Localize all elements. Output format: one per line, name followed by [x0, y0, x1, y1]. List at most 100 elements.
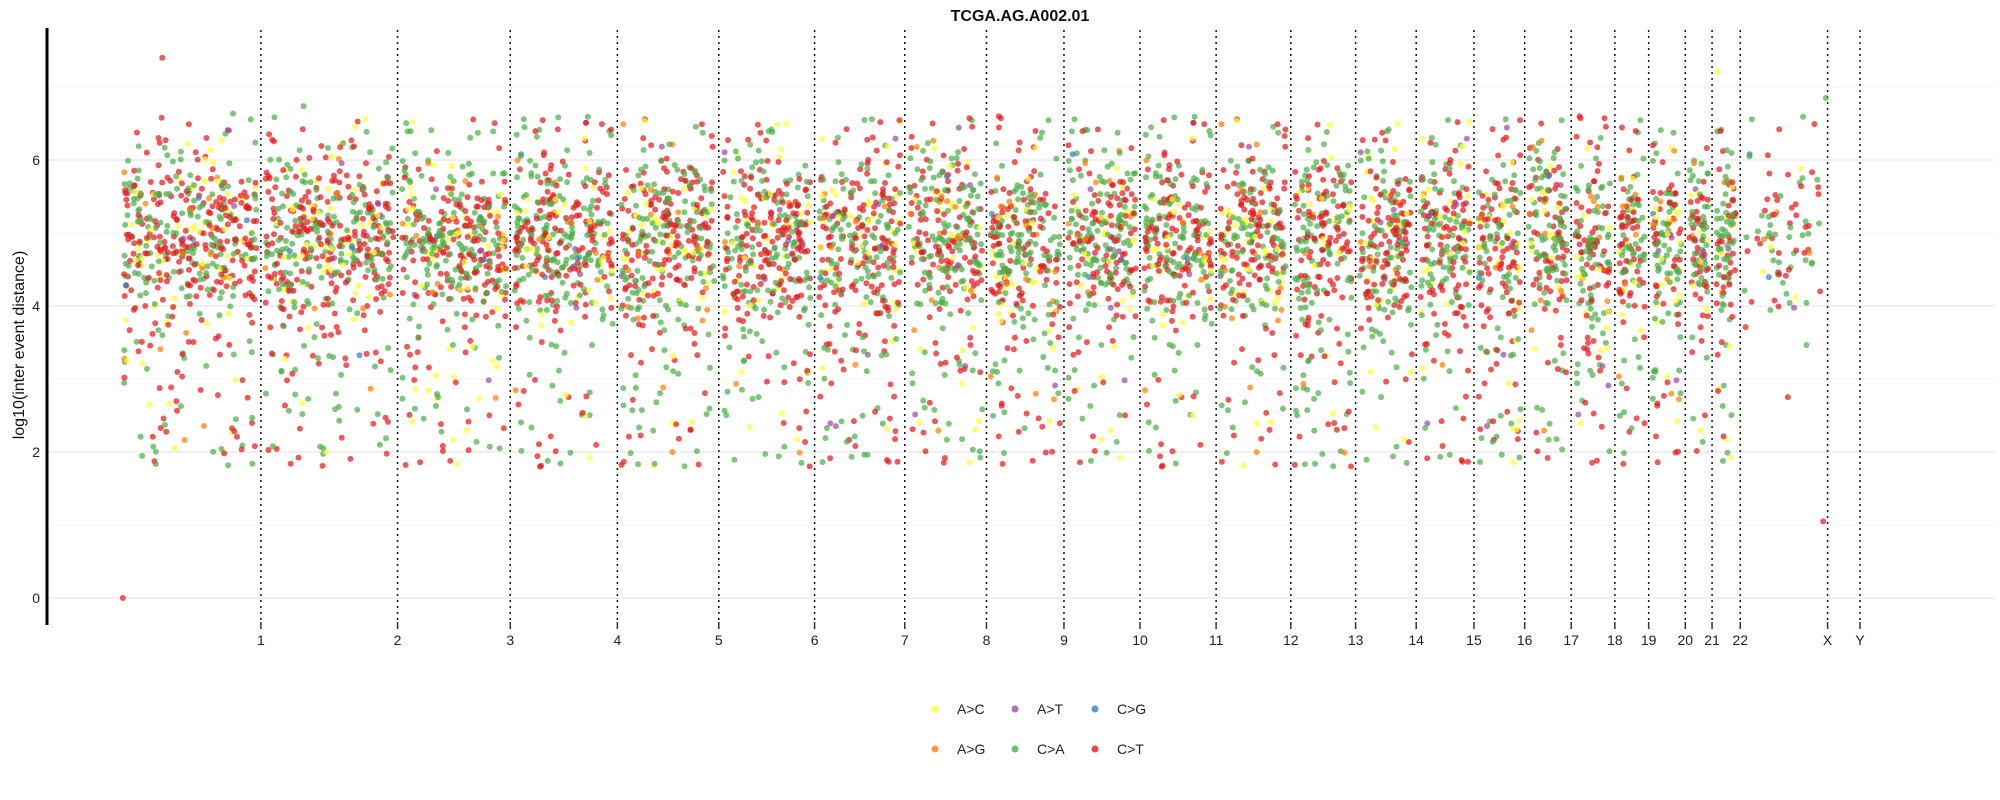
data-point-C>A: [1068, 215, 1075, 222]
data-point-C>A: [733, 211, 740, 218]
data-point-C>A: [135, 207, 142, 214]
data-point-C>T: [127, 257, 133, 264]
data-point-A>C: [204, 320, 211, 327]
data-point-C>A: [930, 174, 937, 181]
data-point-C>T: [1406, 187, 1413, 194]
data-point-C>A: [682, 302, 689, 309]
data-point-C>T: [300, 303, 307, 310]
data-point-C>A: [1002, 265, 1009, 272]
data-point-C>T: [1460, 207, 1466, 214]
data-point-A>C: [1202, 254, 1209, 261]
data-point-C>A: [424, 271, 431, 278]
data-point-C>T: [1396, 276, 1403, 282]
data-point-C>A: [385, 345, 392, 351]
data-point-A>T: [832, 423, 839, 430]
data-point-C>T: [967, 334, 974, 341]
data-point-C>T: [151, 234, 157, 241]
data-point-C>A: [863, 294, 870, 301]
data-point-C>A: [544, 180, 551, 187]
data-point-C>T: [1327, 234, 1334, 241]
data-point-C>A: [380, 294, 387, 301]
data-point-C>T: [1042, 190, 1049, 197]
data-point-C>T: [453, 218, 460, 225]
data-point-C>T: [798, 292, 805, 299]
data-point-C>A: [122, 221, 129, 228]
data-point-C>T: [933, 350, 940, 357]
data-point-C>A: [604, 283, 611, 290]
data-point-C>T: [1249, 207, 1256, 214]
data-point-C>T: [1220, 167, 1227, 173]
data-point-A>C: [1401, 436, 1408, 443]
data-point-C>T: [1107, 194, 1114, 201]
data-point-C>A: [1249, 364, 1256, 371]
data-point-A>C: [600, 254, 607, 261]
data-point-C>A: [1451, 178, 1457, 185]
data-point-C>T: [675, 435, 682, 442]
data-point-C>T: [270, 215, 277, 222]
data-point-C>T: [317, 241, 324, 248]
data-point-C>T: [832, 139, 839, 146]
data-point-C>A: [944, 284, 951, 290]
data-point-C>A: [1051, 214, 1058, 221]
data-point-C>T: [872, 245, 879, 252]
data-point-C>T: [157, 277, 164, 284]
data-point-C>T: [401, 174, 408, 181]
data-point-C>T: [879, 297, 886, 304]
data-point-C>A: [554, 297, 561, 304]
data-point-C>T: [1266, 426, 1273, 433]
data-point-C>T: [1127, 230, 1134, 237]
data-point-C>A: [738, 281, 745, 288]
data-point-C>A: [1046, 253, 1053, 260]
data-point-A>C: [298, 252, 305, 259]
data-point-C>A: [862, 264, 869, 271]
data-point-C>A: [978, 297, 985, 304]
data-point-C>A: [562, 294, 569, 301]
data-point-A>C: [807, 219, 814, 226]
data-point-C>A: [329, 300, 336, 307]
data-point-A>G: [121, 169, 128, 176]
data-point-C>A: [636, 304, 642, 311]
data-point-A>C: [705, 279, 712, 286]
data-point-C>A: [1371, 223, 1378, 230]
data-point-C>A: [633, 277, 640, 284]
data-point-C>A: [315, 355, 321, 361]
data-point-C>T: [1127, 283, 1134, 290]
data-point-C>A: [404, 215, 411, 222]
data-point-C>T: [977, 369, 984, 376]
data-point-C>A: [629, 289, 636, 296]
data-point-A>G: [1082, 160, 1089, 167]
data-point-C>T: [1011, 334, 1018, 341]
data-point-C>A: [666, 195, 673, 202]
data-point-C>A: [283, 238, 289, 244]
data-point-C>A: [1146, 447, 1152, 454]
data-point-C>T: [284, 193, 290, 200]
data-point-C>A: [1228, 267, 1235, 274]
data-point-C>T: [232, 216, 239, 223]
data-point-A>T: [1390, 206, 1397, 213]
data-point-C>A: [1098, 279, 1105, 286]
data-point-C>A: [1381, 306, 1388, 313]
data-point-C>T: [1382, 232, 1389, 239]
data-point-C>A: [1303, 166, 1310, 173]
data-point-C>T: [194, 156, 201, 163]
data-point-C>A: [521, 124, 528, 131]
data-point-C>A: [173, 173, 180, 180]
data-point-C>A: [291, 299, 298, 306]
data-point-C>T: [1424, 455, 1431, 462]
data-point-C>T: [626, 433, 632, 440]
data-point-C>A: [681, 463, 688, 470]
data-point-C>A: [486, 260, 493, 267]
data-point-C>T: [567, 266, 574, 273]
data-point-C>A: [1300, 372, 1307, 379]
data-point-C>A: [749, 164, 756, 171]
data-point-C>T: [761, 219, 768, 226]
data-point-C>T: [284, 377, 290, 384]
data-point-C>T: [195, 175, 201, 182]
data-point-C>A: [387, 367, 394, 374]
data-point-C>T: [1373, 174, 1380, 181]
data-point-C>A: [663, 364, 670, 371]
data-point-C>A: [726, 344, 733, 351]
data-point-C>A: [464, 271, 471, 278]
data-point-C>A: [1007, 231, 1014, 238]
data-point-C>A: [1037, 171, 1044, 178]
